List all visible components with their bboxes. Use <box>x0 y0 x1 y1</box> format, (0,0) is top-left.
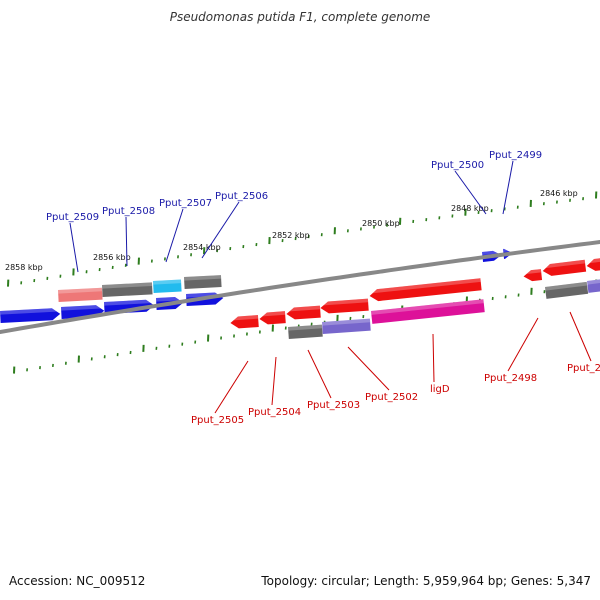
cds-reverse-highlight <box>323 298 369 306</box>
label-leader <box>69 222 79 273</box>
gene-label[interactable]: Pput_2508 <box>102 206 155 217</box>
gene-feature[interactable] <box>322 318 371 334</box>
gene-feature-highlight <box>288 324 323 331</box>
cds-reverse-highlight <box>289 305 321 312</box>
gene-feature-highlight <box>322 318 371 326</box>
gene-label[interactable]: ligD <box>430 384 450 395</box>
accession-text: Accession: NC_009512 <box>9 574 146 588</box>
gene-feature[interactable] <box>102 282 153 297</box>
gene-label[interactable]: Pput_2507 <box>159 198 212 209</box>
gene-label[interactable]: Pput_2497 <box>567 363 600 374</box>
gene-feature[interactable] <box>184 275 222 289</box>
gene-feature-highlight <box>184 275 222 281</box>
gene-feature[interactable] <box>587 278 600 293</box>
label-leader <box>307 349 332 399</box>
scale-label: 2852 kbp <box>272 231 310 240</box>
gene-feature-highlight <box>587 278 600 285</box>
label-leader <box>214 360 249 414</box>
cds-forward-highlight <box>61 305 101 311</box>
scale-labels: 2858 kbp 2856 kbp 2854 kbp 2852 kbp 2850 kbp… <box>5 189 578 272</box>
gene-feature[interactable] <box>288 324 323 339</box>
gene-feature-highlight <box>153 279 182 285</box>
map-title: Pseudomonas putida F1, complete genome <box>169 10 431 24</box>
label-leader <box>271 356 277 406</box>
gene-features <box>0 248 600 339</box>
scale-ticks-top <box>7 191 598 287</box>
cds-reverse-highlight <box>526 269 542 274</box>
cds-reverse[interactable] <box>259 311 286 325</box>
label-leader <box>432 333 435 383</box>
cds-forward-highlight <box>503 248 510 252</box>
cds-reverse[interactable] <box>369 278 482 302</box>
cds-reverse-highlight <box>372 278 481 294</box>
gene-label[interactable]: Pput_2506 <box>215 191 268 202</box>
cds-reverse-highlight <box>589 257 600 264</box>
scale-label: 2858 kbp <box>5 263 43 272</box>
label-leader <box>201 201 240 259</box>
topology-info: Topology: circular; Length: 5,959,964 bp… <box>261 574 591 588</box>
cds-reverse[interactable] <box>320 298 369 314</box>
gene-feature[interactable] <box>545 281 589 299</box>
cds-reverse[interactable] <box>286 305 321 320</box>
label-leader <box>125 216 128 267</box>
gene-feature[interactable] <box>58 287 103 302</box>
label-leader <box>454 170 487 215</box>
gene-label[interactable]: Pput_2505 <box>191 415 244 426</box>
cds-forward-highlight <box>482 250 499 255</box>
gene-feature[interactable] <box>153 279 182 293</box>
genome-backbone <box>0 239 600 335</box>
cds-reverse[interactable] <box>230 315 259 329</box>
gene-feature-highlight <box>102 282 153 289</box>
scale-label: 2856 kbp <box>93 253 131 262</box>
gene-feature-highlight <box>545 281 588 291</box>
gene-label[interactable]: Pput_2502 <box>365 392 418 403</box>
gene-feature-highlight <box>58 287 103 294</box>
cds-forward-highlight <box>186 292 220 298</box>
gene-label[interactable]: Pput_2500 <box>431 160 484 171</box>
cds-reverse[interactable] <box>523 269 543 282</box>
label-leader <box>502 160 514 215</box>
cds-reverse-highlight <box>262 311 286 317</box>
label-leader <box>569 311 592 362</box>
label-leaders <box>69 160 592 414</box>
gene-label[interactable]: Pput_2499 <box>489 150 542 161</box>
scale-label: 2848 kbp <box>451 204 489 213</box>
scale-label: 2850 kbp <box>362 219 400 228</box>
gene-label[interactable]: Pput_2503 <box>307 400 360 411</box>
gene-label[interactable]: Pput_2498 <box>484 373 537 384</box>
scale-label: 2854 kbp <box>183 243 221 252</box>
label-leader <box>507 317 539 372</box>
cds-forward-highlight <box>0 308 57 315</box>
label-leader <box>165 208 184 263</box>
scale-label: 2846 kbp <box>540 189 578 198</box>
cds-forward-highlight <box>156 297 180 302</box>
cds-reverse-highlight <box>545 259 586 269</box>
cds-reverse[interactable] <box>542 259 587 277</box>
cds-forward-highlight <box>104 299 151 306</box>
gene-feature-highlight <box>371 299 484 315</box>
label-leader <box>347 346 390 391</box>
gene-feature[interactable] <box>371 299 485 324</box>
cds-reverse-highlight <box>233 315 259 321</box>
gene-label[interactable]: Pput_2509 <box>46 212 99 223</box>
gene-label[interactable]: Pput_2504 <box>248 407 301 418</box>
cds-reverse[interactable] <box>586 257 600 272</box>
cds-forward[interactable] <box>0 308 61 323</box>
